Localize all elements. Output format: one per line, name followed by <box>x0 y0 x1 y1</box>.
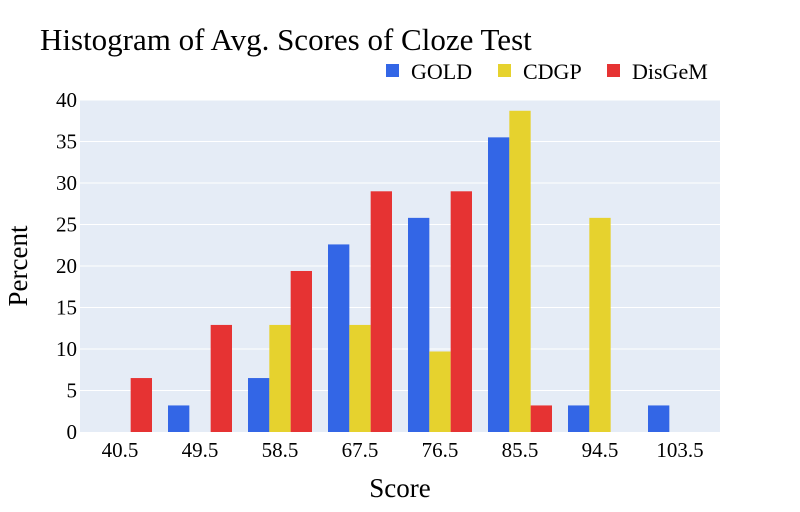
bar-disgem-58.5[interactable] <box>290 270 312 432</box>
y-tick-label: 40 <box>56 88 77 112</box>
x-tick-label: 67.5 <box>342 438 379 462</box>
bar-cdgp-76.5[interactable] <box>429 351 451 432</box>
bar-gold-49.5[interactable] <box>168 405 190 432</box>
x-tick-label: 94.5 <box>582 438 619 462</box>
legend-item-disgem[interactable]: DisGeM <box>607 59 708 84</box>
bar-gold-85.5[interactable] <box>488 137 510 432</box>
legend-label: DisGeM <box>632 59 708 84</box>
legend-swatch <box>498 64 511 77</box>
legend-item-gold[interactable]: GOLD <box>386 59 472 84</box>
y-tick-labels: 0 5 10 15 20 25 30 35 40 <box>56 88 77 444</box>
bar-gold-58.5[interactable] <box>248 378 270 432</box>
bar-cdgp-85.5[interactable] <box>509 110 531 432</box>
y-tick-label: 20 <box>56 254 77 278</box>
bar-disgem-49.5[interactable] <box>210 324 232 432</box>
y-tick-label: 25 <box>56 213 77 237</box>
y-tick-label: 5 <box>67 379 78 403</box>
gridlines <box>80 99 720 391</box>
legend-label: GOLD <box>411 59 472 84</box>
y-tick-label: 30 <box>56 171 77 195</box>
y-tick-label: 15 <box>56 296 77 320</box>
bar-disgem-76.5[interactable] <box>450 191 472 432</box>
legend[interactable]: GOLD CDGP DisGeM <box>386 59 708 84</box>
y-tick-label: 35 <box>56 130 77 154</box>
bars <box>130 110 670 432</box>
x-tick-label: 103.5 <box>656 438 703 462</box>
bar-cdgp-67.5[interactable] <box>349 324 371 432</box>
chart-title: Histogram of Avg. Scores of Cloze Test <box>40 22 532 57</box>
bar-disgem-85.5[interactable] <box>530 405 552 432</box>
bar-disgem-67.5[interactable] <box>370 191 392 432</box>
bar-gold-94.5[interactable] <box>568 405 590 432</box>
bar-disgem-40.5[interactable] <box>130 378 152 432</box>
bar-gold-67.5[interactable] <box>328 244 350 432</box>
x-tick-label: 58.5 <box>262 438 299 462</box>
x-tick-label: 40.5 <box>102 438 139 462</box>
x-tick-label: 85.5 <box>502 438 539 462</box>
x-tick-labels: 40.5 49.5 58.5 67.5 76.5 85.5 94.5 103.5 <box>102 438 704 462</box>
x-tick-label: 76.5 <box>422 438 459 462</box>
bar-cdgp-94.5[interactable] <box>589 217 611 432</box>
bar-gold-103.5[interactable] <box>648 405 670 432</box>
y-tick-label: 10 <box>56 337 77 361</box>
bar-gold-76.5[interactable] <box>408 217 430 432</box>
y-axis-title: Percent <box>3 225 33 306</box>
legend-swatch <box>386 64 399 77</box>
x-axis-title: Score <box>369 473 430 503</box>
bar-cdgp-58.5[interactable] <box>269 324 291 432</box>
legend-label: CDGP <box>523 59 582 84</box>
x-tick-label: 49.5 <box>182 438 219 462</box>
legend-item-cdgp[interactable]: CDGP <box>498 59 582 84</box>
y-tick-label: 0 <box>67 420 78 444</box>
legend-swatch <box>607 64 620 77</box>
